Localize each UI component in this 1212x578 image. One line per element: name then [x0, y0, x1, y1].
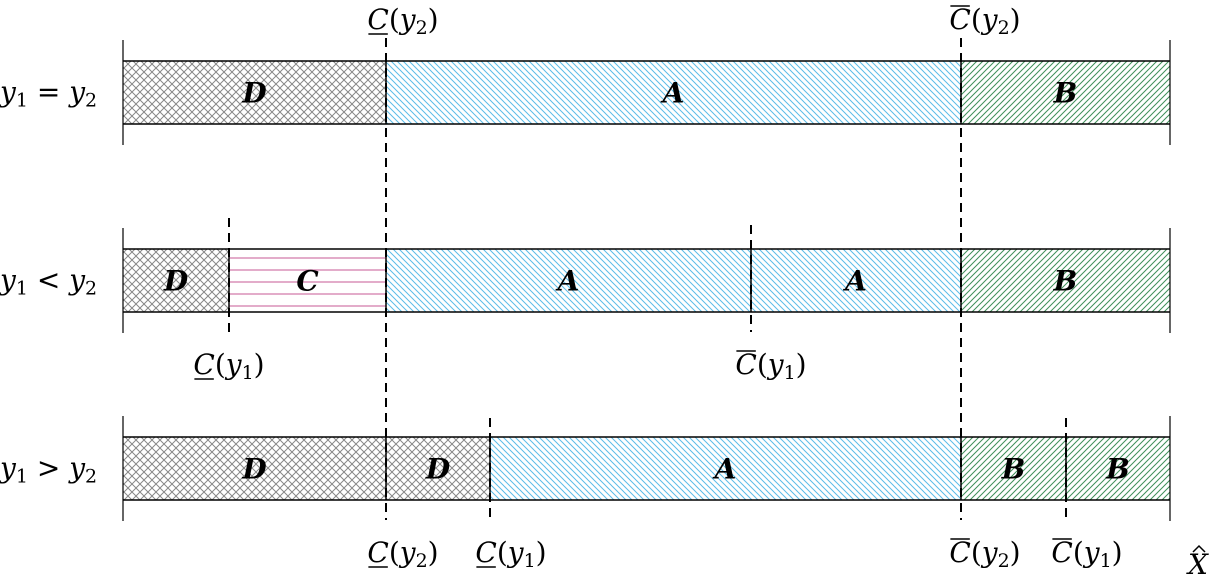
row-2: y1 < y2 D C A A B [0, 228, 1171, 333]
segment-label: B [1001, 453, 1026, 486]
threshold-label: C(y2) [949, 536, 1020, 572]
threshold-label: C(y1) [475, 536, 546, 572]
svg-text:C(y2): C(y2) [367, 3, 438, 39]
segment-label: C [296, 265, 319, 298]
svg-text:C(y1): C(y1) [735, 348, 806, 384]
svg-text:X: X [1186, 548, 1209, 578]
segment-A [490, 437, 961, 500]
svg-text:C(y2): C(y2) [949, 3, 1020, 39]
svg-text:C(y1): C(y1) [475, 536, 546, 572]
segment-D [386, 437, 490, 500]
svg-text:C(y2): C(y2) [949, 536, 1020, 572]
segment-label: B [1105, 453, 1130, 486]
segment-D [123, 249, 229, 312]
threshold-label: C(y1) [735, 348, 806, 384]
segment-B [961, 437, 1066, 500]
segment-label: A [712, 453, 737, 486]
threshold-label: C(y2) [367, 3, 438, 39]
segment-label: A [555, 265, 580, 298]
row-label: y1 = y2 [0, 76, 97, 112]
segment-A [386, 249, 751, 312]
segment-label: A [660, 77, 685, 110]
svg-text:C(y1): C(y1) [1051, 536, 1122, 572]
segment-B [961, 249, 1170, 312]
segment-label: D [163, 265, 189, 298]
row-label: y1 < y2 [0, 264, 97, 300]
svg-text:C(y1): C(y1) [193, 348, 264, 384]
segment-B [961, 61, 1170, 124]
segment-B [1066, 437, 1170, 500]
threshold-label: C(y2) [949, 3, 1020, 39]
row-3: y1 > y2 D D A B B [0, 416, 1171, 521]
segment-D [123, 437, 386, 500]
segment-label: D [241, 453, 267, 486]
segment-label: A [842, 265, 867, 298]
row-1: y1 = y2 D A B [0, 40, 1171, 145]
segment-label: B [1053, 265, 1078, 298]
segment-A [386, 61, 961, 124]
segment-C [229, 249, 386, 312]
svg-text:C(y2): C(y2) [367, 536, 438, 572]
segment-A [751, 249, 961, 312]
threshold-label: C(y2) [367, 536, 438, 572]
axis-label: X [1186, 544, 1209, 578]
hat-mark [1192, 544, 1206, 553]
segment-D [123, 61, 386, 124]
segment-label: D [425, 453, 451, 486]
threshold-label: C(y1) [193, 348, 264, 384]
segment-label: D [241, 77, 267, 110]
segment-label: B [1053, 77, 1078, 110]
row-label: y1 > y2 [0, 452, 97, 488]
threshold-label: C(y1) [1051, 536, 1122, 572]
